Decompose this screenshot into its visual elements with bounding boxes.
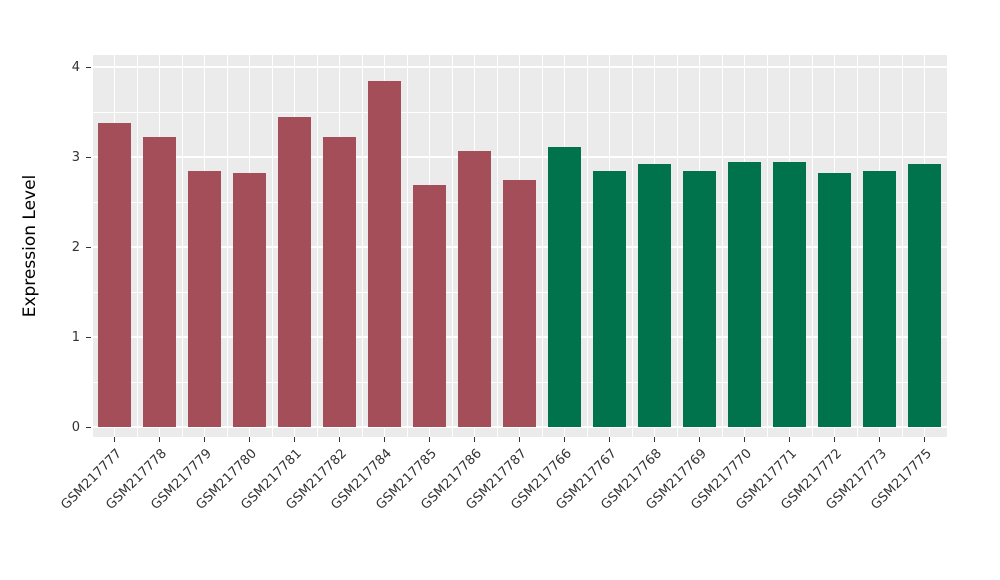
minor-gridline-vertical (316, 55, 318, 437)
bar (98, 122, 131, 427)
y-tick-mark (86, 66, 91, 68)
major-gridline-horizontal (92, 66, 947, 68)
minor-gridline-vertical (271, 55, 273, 437)
minor-gridline-horizontal (92, 111, 947, 113)
minor-gridline-vertical (496, 55, 498, 437)
y-tick-label: 3 (71, 149, 80, 165)
minor-gridline-vertical (811, 55, 813, 437)
x-tick-mark (834, 437, 835, 442)
bar (863, 171, 896, 427)
x-tick-mark (879, 437, 880, 442)
major-gridline-horizontal (92, 426, 947, 428)
x-tick-mark (789, 437, 790, 442)
x-tick-mark (204, 437, 205, 442)
minor-gridline-vertical (406, 55, 408, 437)
minor-gridline-vertical (901, 55, 903, 437)
y-tick-mark (86, 336, 91, 338)
bar (188, 170, 221, 427)
bar (233, 173, 266, 427)
minor-gridline-vertical (451, 55, 453, 437)
minor-gridline-vertical (676, 55, 678, 437)
bar (683, 170, 716, 427)
major-gridline-horizontal (92, 156, 947, 158)
minor-gridline-vertical (721, 55, 723, 437)
minor-gridline-vertical (181, 55, 183, 437)
x-tick-mark (249, 437, 250, 442)
bar (728, 161, 761, 427)
bar (323, 137, 356, 427)
x-tick-mark (159, 437, 160, 442)
y-tick-mark (86, 156, 91, 158)
y-tick-label: 2 (71, 239, 80, 255)
x-tick-mark (699, 437, 700, 442)
bar (593, 170, 626, 427)
x-tick-mark (744, 437, 745, 442)
x-tick-mark (564, 437, 565, 442)
x-tick-mark (339, 437, 340, 442)
y-tick-label: 4 (71, 59, 80, 75)
x-tick-mark (429, 437, 430, 442)
bar (503, 180, 536, 427)
minor-gridline-vertical (766, 55, 768, 437)
minor-gridline-vertical (856, 55, 858, 437)
minor-gridline-vertical (361, 55, 363, 437)
bar (368, 80, 401, 427)
x-tick-mark (384, 437, 385, 442)
y-tick-label: 1 (71, 329, 80, 345)
minor-gridline-vertical (586, 55, 588, 437)
minor-gridline-vertical (226, 55, 228, 437)
y-tick-label: 0 (71, 419, 80, 435)
bar (458, 150, 491, 427)
x-tick-mark (519, 437, 520, 442)
x-tick-mark (114, 437, 115, 442)
bar (638, 164, 671, 427)
minor-gridline-vertical (136, 55, 138, 437)
bar (908, 164, 941, 427)
x-tick-mark (294, 437, 295, 442)
minor-gridline-vertical (91, 55, 93, 437)
minor-gridline-vertical (541, 55, 543, 437)
x-tick-mark (609, 437, 610, 442)
x-tick-mark (924, 437, 925, 442)
bar (143, 137, 176, 427)
bar (773, 161, 806, 427)
x-tick-mark (654, 437, 655, 442)
y-tick-mark (86, 426, 91, 428)
x-tick-mark (474, 437, 475, 442)
bar (278, 117, 311, 427)
bar (818, 173, 851, 427)
minor-gridline-vertical (946, 55, 948, 437)
y-tick-mark (86, 246, 91, 248)
bar (413, 184, 446, 427)
plot-panel (91, 55, 948, 437)
bar (548, 147, 581, 427)
minor-gridline-vertical (631, 55, 633, 437)
